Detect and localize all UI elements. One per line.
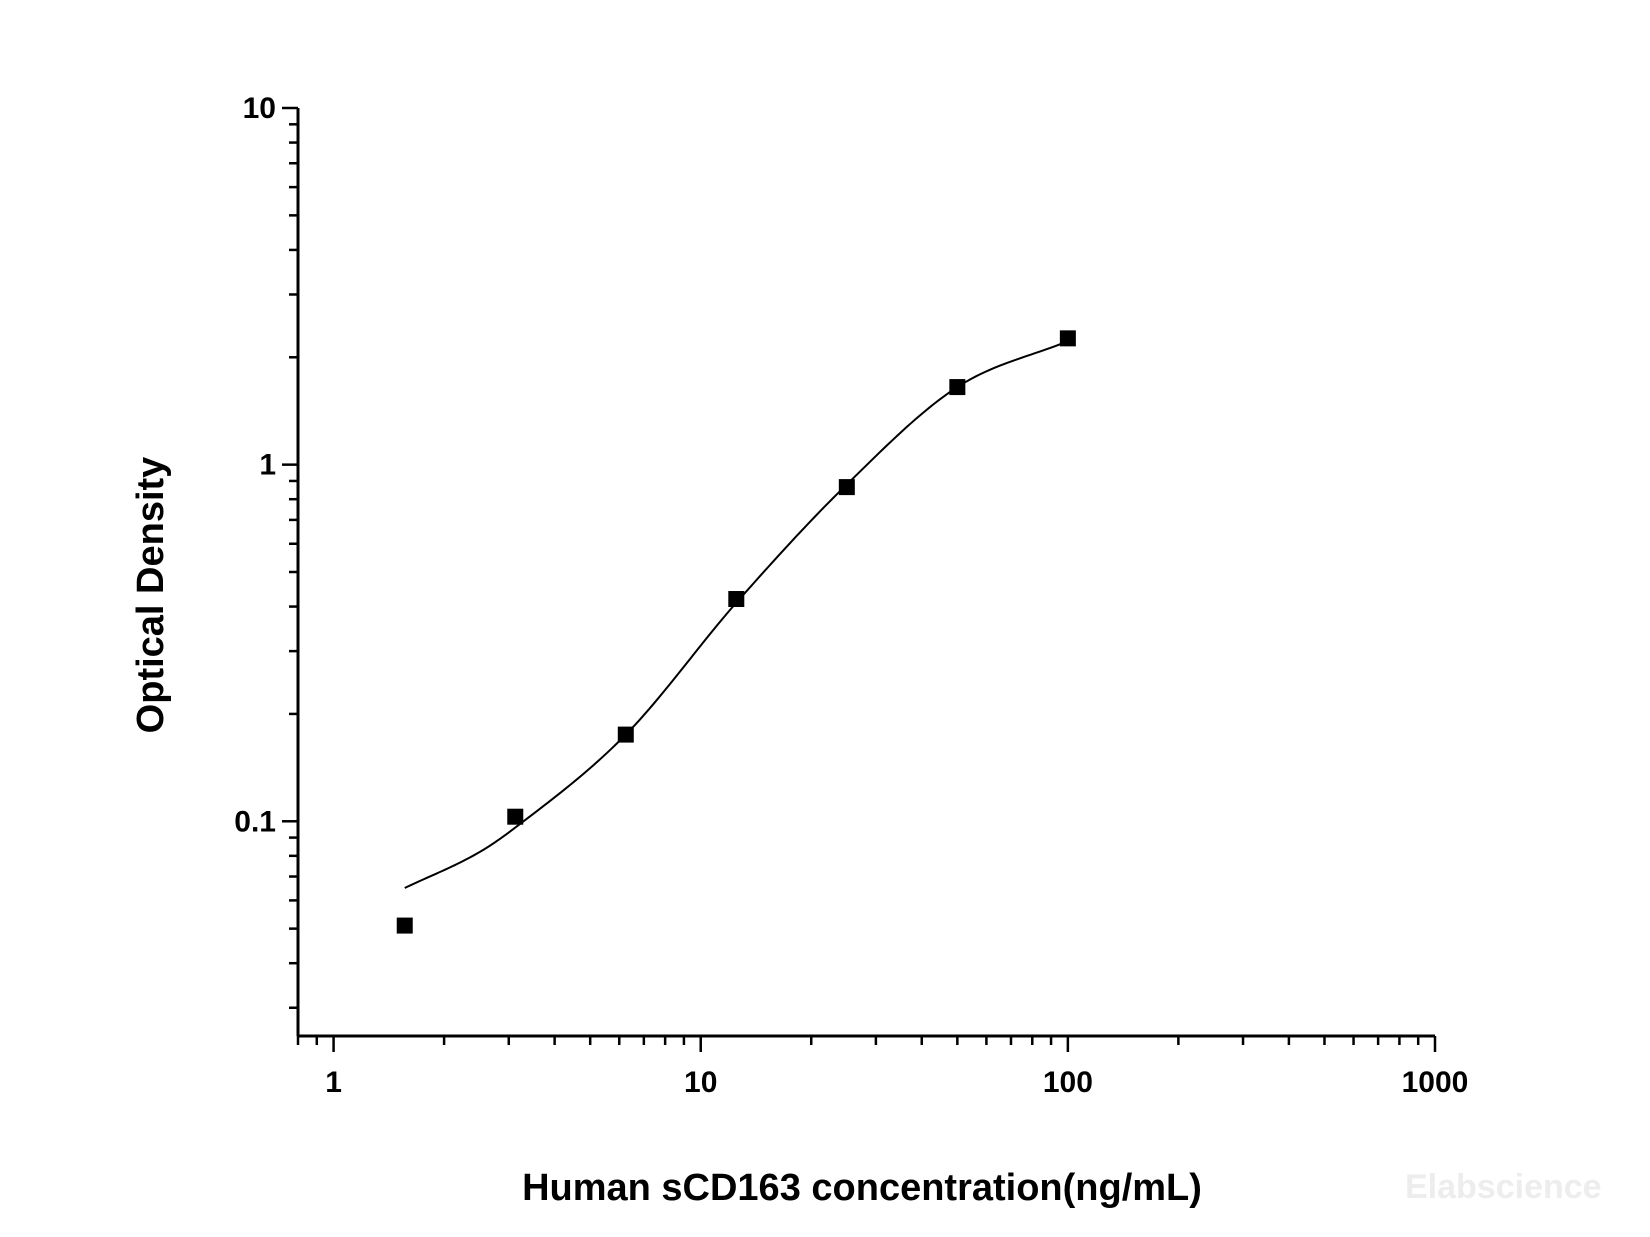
x-tick-label: 1000 bbox=[1402, 1066, 1469, 1099]
y-tick-label: 10 bbox=[243, 92, 276, 125]
data-point bbox=[838, 479, 855, 496]
data-point bbox=[1059, 330, 1076, 347]
x-tick-label: 100 bbox=[1043, 1066, 1093, 1099]
x-tick-label: 10 bbox=[684, 1066, 717, 1099]
x-tick-label: 1 bbox=[325, 1066, 342, 1099]
y-tick-label: 0.1 bbox=[234, 805, 276, 838]
y-axis-title: Optical Density bbox=[130, 457, 172, 734]
x-ticks bbox=[296, 1036, 1437, 1052]
y-ticks bbox=[282, 106, 298, 1010]
x-tick-labels: 1 10 100 1000 bbox=[325, 1066, 1468, 1099]
plot-area: 0.1 1 10 1 10 100 1000 bbox=[234, 92, 1468, 1099]
data-point bbox=[507, 808, 524, 825]
data-point bbox=[728, 591, 745, 608]
watermark-text: Elabscience bbox=[1405, 1168, 1602, 1206]
y-tick-label: 1 bbox=[259, 449, 276, 482]
data-point bbox=[396, 917, 413, 934]
data-point bbox=[949, 379, 966, 396]
data-points bbox=[396, 330, 1076, 934]
x-axis-title: Human sCD163 concentration(ng/mL) bbox=[522, 1167, 1202, 1209]
fit-curve bbox=[404, 340, 1069, 889]
y-tick-labels: 0.1 1 10 bbox=[234, 92, 276, 838]
data-point bbox=[617, 726, 634, 743]
